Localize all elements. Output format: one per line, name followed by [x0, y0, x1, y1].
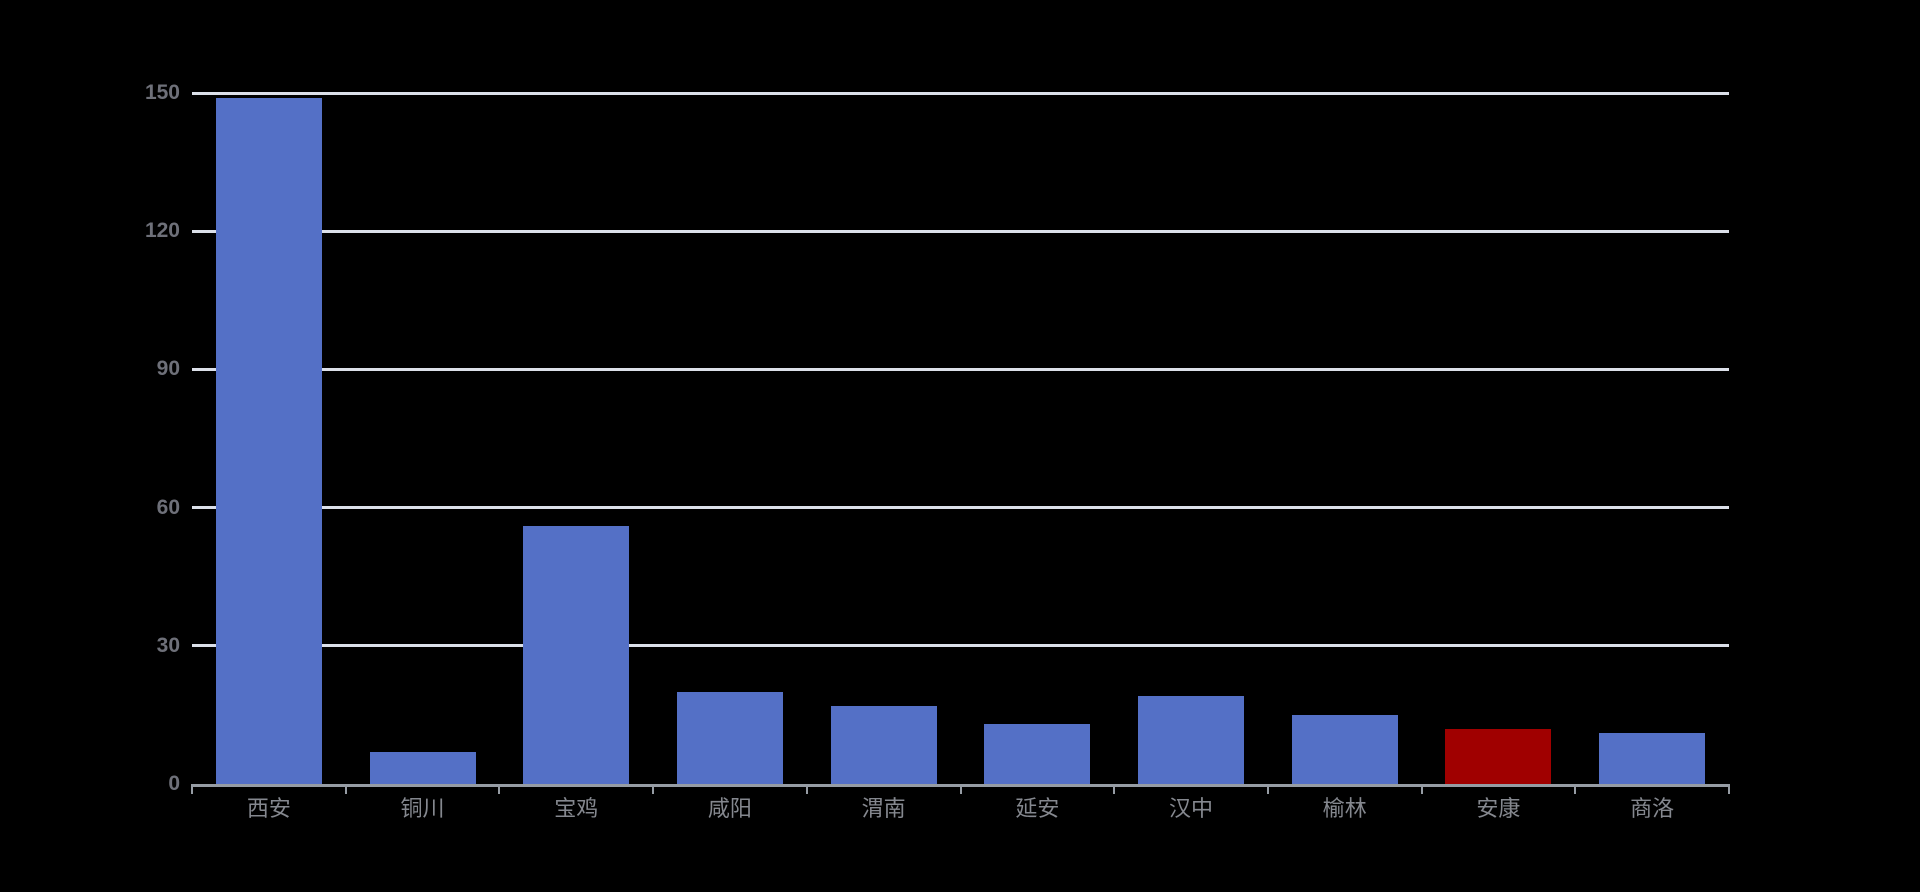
x-axis-label-10: 商洛: [1630, 796, 1675, 821]
x-axis-tick: [805, 784, 808, 794]
bar-9[interactable]: [1445, 728, 1552, 784]
y-axis-label-120: 120: [144, 219, 180, 243]
x-axis-tick: [652, 784, 655, 794]
gridline-30: [192, 644, 1729, 648]
x-axis-label-1: 西安: [246, 796, 291, 821]
x-axis-tick: [498, 784, 501, 794]
gridline-60: [192, 506, 1729, 510]
gridline-120: [192, 229, 1729, 233]
x-axis-label-4: 咸阳: [707, 796, 752, 821]
bar-3[interactable]: [523, 526, 630, 784]
y-axis-label-60: 60: [156, 495, 180, 519]
bar-10[interactable]: [1599, 733, 1706, 784]
bar-1[interactable]: [215, 97, 322, 784]
x-axis-label-3: 宝鸡: [554, 796, 599, 821]
y-axis-label-0: 0: [168, 772, 180, 795]
y-axis-label-90: 90: [156, 357, 180, 381]
x-axis-tick: [344, 784, 347, 794]
x-axis-tick: [1113, 784, 1116, 794]
x-axis-tick: [191, 784, 193, 794]
x-axis-label-8: 榆林: [1322, 796, 1367, 821]
bar-7[interactable]: [1138, 696, 1245, 784]
bar-4[interactable]: [676, 691, 783, 784]
x-axis-label-2: 铜川: [400, 796, 445, 821]
bar-2[interactable]: [369, 751, 476, 784]
x-axis-tick: [1420, 784, 1423, 794]
x-axis-label-9: 安康: [1476, 796, 1521, 821]
bar-6[interactable]: [984, 724, 1091, 784]
y-axis-label-30: 30: [156, 633, 180, 657]
plot-area: [192, 91, 1729, 787]
x-axis-tick: [1574, 784, 1577, 794]
gridline-90: [192, 367, 1729, 371]
bar-8[interactable]: [1291, 714, 1398, 784]
x-axis-label-5: 渭南: [861, 796, 906, 821]
x-axis-label-7: 汉中: [1169, 796, 1214, 821]
x-axis-tick: [1266, 784, 1269, 794]
y-axis-label-150: 150: [144, 81, 180, 104]
x-axis-tick: [1728, 784, 1730, 794]
x-axis-label-6: 延安: [1015, 796, 1060, 821]
gridline-150: [192, 91, 1729, 95]
bar-5[interactable]: [830, 705, 937, 784]
x-axis-tick: [959, 784, 962, 794]
